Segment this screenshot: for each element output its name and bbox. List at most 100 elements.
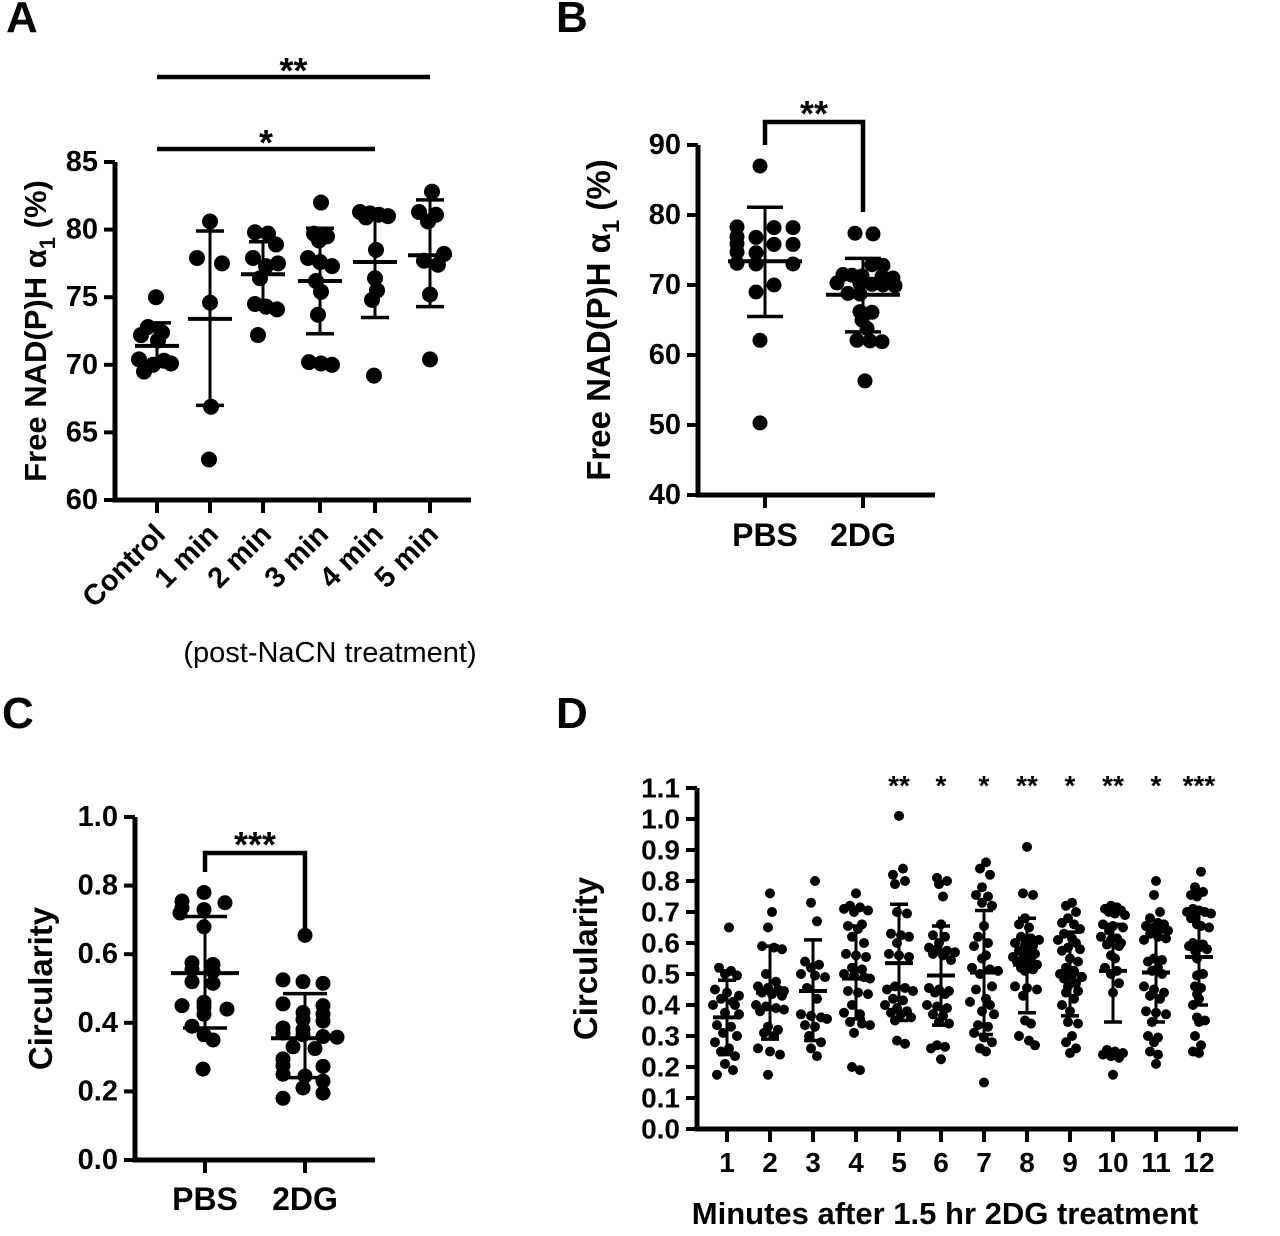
panel-c-axes: 0.0 0.2 0.4 0.6 0.8 1.0 PBS 2DG — [78, 801, 375, 1217]
svg-text:2: 2 — [762, 1147, 778, 1178]
svg-text:1: 1 — [719, 1147, 735, 1178]
svg-text:***: *** — [234, 824, 276, 865]
panel-b-plot: 40 50 60 70 80 90 PBS 2DG Free NAD(P)H α1 (%) ** — [580, 93, 935, 553]
svg-text:4: 4 — [848, 1147, 864, 1178]
panel-a-group-3-min — [298, 194, 342, 373]
panel-c-significance: *** — [202, 824, 308, 937]
panel-d-group-7 — [965, 857, 1003, 1088]
svg-text:***: *** — [1183, 770, 1216, 801]
panel-d-group-12 — [1182, 866, 1216, 1059]
svg-text:*: * — [979, 770, 990, 801]
svg-text:4 min: 4 min — [314, 518, 390, 594]
svg-text:0.5: 0.5 — [641, 959, 680, 990]
panel-d-y-axis-title: Circularity — [567, 876, 604, 1040]
panel-a-group-1-min — [188, 213, 232, 468]
svg-text:0.6: 0.6 — [641, 928, 680, 959]
svg-text:0.8: 0.8 — [641, 866, 680, 897]
panel-c-group-2dg — [271, 927, 345, 1106]
panel-d-group-2 — [751, 888, 789, 1080]
svg-text:85: 85 — [66, 146, 98, 178]
svg-text:0.0: 0.0 — [78, 1144, 118, 1176]
svg-text:5 min: 5 min — [369, 518, 445, 594]
panel-c-group-pbs — [171, 884, 239, 1077]
svg-text:*: * — [1151, 770, 1162, 801]
panel-a-y-axis-title: Free NAD(P)H α1 (%) — [18, 180, 60, 482]
panel-d-axes: 0.00.10.20.30.40.50.60.70.80.91.01.11 2 3 4… — [641, 773, 1238, 1178]
svg-text:6: 6 — [933, 1147, 949, 1178]
panel-d-group-8 — [1008, 841, 1044, 1051]
panel-d-group-1 — [708, 922, 744, 1080]
panel-d-group-3 — [796, 876, 832, 1062]
svg-text:75: 75 — [66, 281, 98, 313]
svg-text:0.7: 0.7 — [641, 897, 680, 928]
svg-text:2DG: 2DG — [830, 517, 896, 553]
svg-text:65: 65 — [66, 416, 98, 448]
svg-text:*: * — [259, 122, 273, 163]
svg-text:1.0: 1.0 — [641, 804, 680, 835]
svg-text:0.2: 0.2 — [641, 1052, 680, 1083]
panel-b-axes: 40 50 60 70 80 90 PBS 2DG — [649, 129, 935, 553]
svg-text:PBS: PBS — [172, 1181, 238, 1217]
svg-text:12: 12 — [1183, 1147, 1214, 1178]
svg-text:9: 9 — [1062, 1147, 1078, 1178]
svg-text:**: ** — [800, 93, 828, 134]
panel-a-group-5-min — [408, 183, 452, 368]
svg-text:1.1: 1.1 — [641, 773, 680, 804]
svg-text:0.4: 0.4 — [641, 990, 680, 1021]
panel-d-group-9 — [1053, 897, 1087, 1059]
svg-text:0.4: 0.4 — [78, 1007, 118, 1039]
svg-text:3: 3 — [805, 1147, 821, 1178]
svg-text:2DG: 2DG — [272, 1181, 338, 1217]
svg-text:60: 60 — [66, 484, 98, 516]
svg-text:0.9: 0.9 — [641, 835, 680, 866]
panel-a-group-control — [131, 289, 179, 380]
panel-a-group-4-min — [352, 204, 397, 384]
panel-c-letter: C — [2, 689, 34, 738]
svg-text:*: * — [1065, 770, 1076, 801]
svg-text:**: ** — [279, 50, 307, 91]
svg-text:0.8: 0.8 — [78, 870, 118, 902]
panel-c-y-axis-title: Circularity — [22, 906, 59, 1070]
svg-text:50: 50 — [649, 409, 681, 441]
svg-text:3 min: 3 min — [259, 518, 335, 594]
svg-text:70: 70 — [66, 349, 98, 381]
svg-text:80: 80 — [66, 214, 98, 246]
svg-text:60: 60 — [649, 339, 681, 371]
svg-text:11: 11 — [1141, 1147, 1171, 1178]
panel-a-group-2-min — [241, 224, 286, 344]
svg-text:PBS: PBS — [732, 517, 798, 553]
panel-b-group-2dg — [826, 225, 903, 389]
svg-text:0.1: 0.1 — [641, 1083, 680, 1114]
svg-text:0.2: 0.2 — [78, 1075, 118, 1107]
panel-d-x-axis-title: Minutes after 1.5 hr 2DG treatment — [692, 1196, 1198, 1231]
panel-a-letter: A — [6, 0, 38, 42]
svg-text:0.3: 0.3 — [641, 1021, 680, 1052]
panel-d-letter: D — [556, 689, 588, 738]
panel-b-significance: ** — [762, 93, 866, 212]
svg-text:5: 5 — [891, 1147, 907, 1178]
panel-c-plot: 0.0 0.2 0.4 0.6 0.8 1.0 PBS 2DG Circularity *** — [22, 801, 375, 1217]
svg-text:**: ** — [888, 770, 910, 801]
svg-text:0.0: 0.0 — [641, 1114, 680, 1145]
panel-d-group-6 — [922, 872, 960, 1065]
svg-text:10: 10 — [1097, 1147, 1128, 1178]
panel-b-letter: B — [556, 0, 588, 42]
panel-d-significance: ** * * ** * ** * *** — [888, 770, 1215, 801]
svg-text:0.6: 0.6 — [78, 938, 118, 970]
svg-text:**: ** — [1102, 770, 1124, 801]
svg-text:1.0: 1.0 — [78, 801, 118, 833]
panel-d-group-5 — [880, 810, 918, 1049]
panel-a-x-axis-title: (post-NaCN treatment) — [183, 637, 476, 669]
svg-text:40: 40 — [649, 479, 681, 511]
svg-text:7: 7 — [976, 1147, 992, 1178]
panel-d-group-11 — [1139, 876, 1173, 1069]
svg-text:**: ** — [1016, 770, 1038, 801]
svg-text:70: 70 — [649, 269, 681, 301]
panel-b-group-pbs — [728, 158, 802, 431]
svg-text:8: 8 — [1019, 1147, 1035, 1178]
panel-b-y-axis-title: Free NAD(P)H α1 (%) — [580, 159, 625, 481]
svg-text:*: * — [936, 770, 947, 801]
